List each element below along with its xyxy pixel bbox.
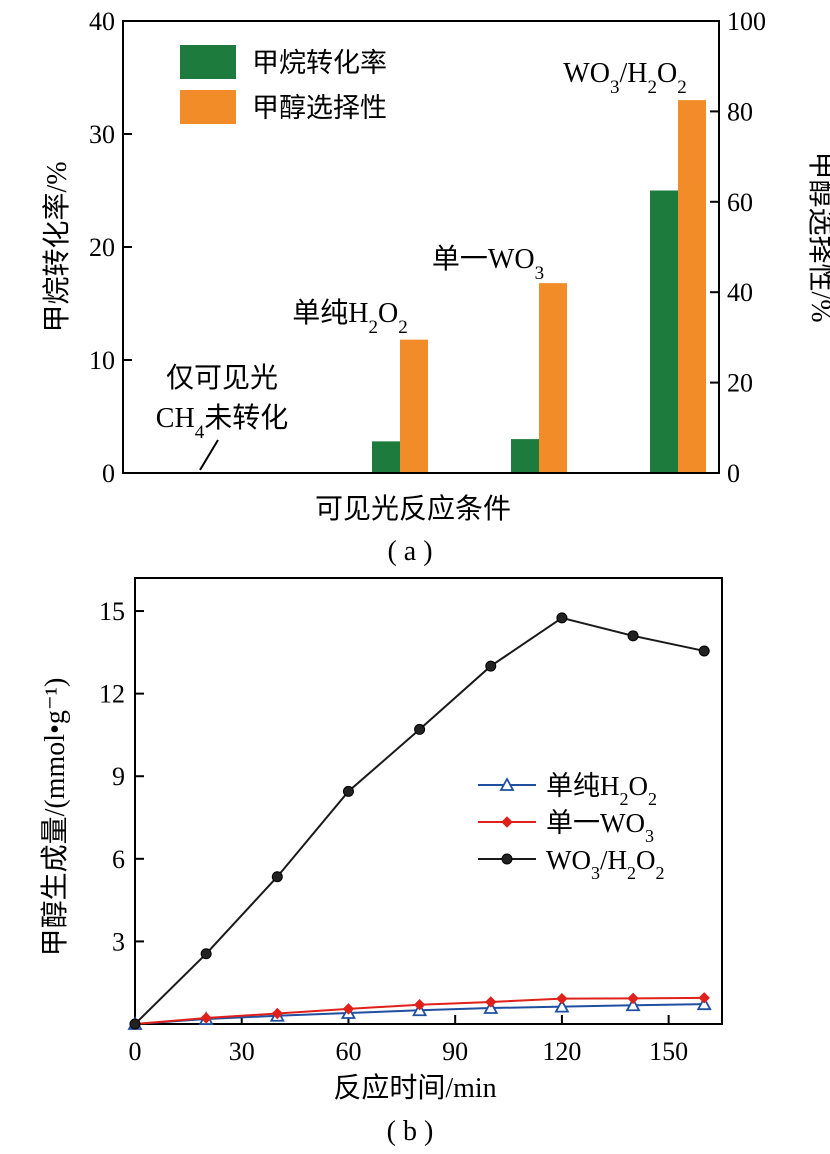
methanol-selectivity-bar bbox=[678, 100, 706, 473]
bar-group-annotation: 仅可见光 bbox=[166, 362, 278, 394]
legend-marker bbox=[501, 816, 513, 828]
left-y-tick-label: 0 bbox=[102, 459, 115, 488]
methane-conversion-bar bbox=[372, 441, 400, 473]
right-y-tick-label: 20 bbox=[727, 369, 753, 398]
y-tick-label: 12 bbox=[99, 680, 125, 709]
data-point bbox=[271, 871, 283, 883]
panel-b-frame bbox=[134, 577, 723, 1025]
legend-marker bbox=[499, 777, 515, 791]
data-point bbox=[556, 612, 568, 624]
data-point bbox=[485, 660, 497, 672]
panel-b-line-chart: 0 30 60 90 120 150 3 6 9 12 15 单纯H2O2单一WO3WO3/H2O2… bbox=[39, 577, 723, 1147]
left-y-tick-label: 10 bbox=[89, 346, 115, 375]
data-point bbox=[627, 630, 639, 642]
legend-label: 甲烷转化率 bbox=[252, 48, 387, 78]
data-point bbox=[414, 723, 426, 735]
data-point bbox=[554, 998, 570, 1013]
right-y-tick-label: 80 bbox=[727, 97, 753, 126]
y-tick-label: 9 bbox=[112, 762, 125, 791]
legend-label: 单一WO3 bbox=[546, 808, 654, 846]
panel-a-label: ( a ) bbox=[387, 536, 432, 567]
left-y-tick-label: 30 bbox=[89, 120, 115, 149]
legend-label: 单纯H2O2 bbox=[546, 771, 657, 809]
right-y-tick-label: 60 bbox=[727, 188, 753, 217]
methanol-selectivity-bar bbox=[539, 283, 567, 473]
panel-b-ticks: 0 30 60 90 120 150 3 6 9 12 15 bbox=[99, 597, 688, 1066]
panel-b-label: ( b ) bbox=[387, 1116, 434, 1147]
y-tick-label: 3 bbox=[112, 927, 125, 956]
data-point bbox=[342, 785, 354, 797]
data-point bbox=[627, 992, 639, 1005]
bar-group-annotation: CH4未转化 bbox=[156, 402, 288, 443]
panel-b-series bbox=[127, 612, 712, 1030]
y-tick-label: 6 bbox=[112, 845, 125, 874]
data-point bbox=[485, 996, 497, 1008]
panel-b-x-axis-title: 反应时间/min bbox=[333, 1072, 496, 1104]
data-point bbox=[200, 1012, 212, 1024]
y-tick-label: 15 bbox=[99, 597, 125, 626]
left-y-tick-label: 40 bbox=[89, 7, 115, 36]
legend-label: 甲醇选择性 bbox=[252, 93, 387, 123]
panel-a-y-axis-title: 甲烷转化率/% bbox=[41, 161, 73, 332]
data-point bbox=[342, 1003, 355, 1015]
x-tick-label: 150 bbox=[649, 1037, 688, 1066]
x-tick-label: 30 bbox=[229, 1037, 255, 1066]
legend-marker bbox=[501, 853, 513, 865]
data-point bbox=[625, 997, 641, 1012]
bar-group-annotation: WO3/H2O2 bbox=[563, 58, 686, 98]
left-y-tick-label: 20 bbox=[89, 233, 115, 262]
methane-conversion-bar bbox=[650, 190, 678, 473]
methanol-selectivity-bar bbox=[400, 339, 428, 473]
x-tick-label: 120 bbox=[542, 1037, 581, 1066]
bar-group-annotation: 单一WO3 bbox=[432, 243, 544, 284]
legend-label: WO3/H2O2 bbox=[546, 845, 664, 883]
panel-a-x-axis-title: 可见光反应条件 bbox=[315, 493, 511, 525]
panel-b-y-axis-title: 甲醇生成量/(mmol•g⁻¹) bbox=[39, 678, 71, 957]
panel-a-bar-chart: 0 10 20 30 40 0 20 40 60 80 100 仅可见光 CH4未转化 单纯H2O2 单一… bbox=[41, 7, 830, 567]
panel-a-annotations: 仅可见光 CH4未转化 单纯H2O2 单一WO3 WO3/H2O2 bbox=[156, 58, 687, 443]
legend-swatch bbox=[180, 90, 236, 124]
data-point bbox=[698, 992, 710, 1004]
data-point bbox=[200, 948, 212, 960]
data-point bbox=[556, 992, 568, 1005]
annotation-leader-line bbox=[199, 439, 219, 471]
methane-conversion-bar bbox=[511, 439, 539, 473]
bar-group-annotation: 单纯H2O2 bbox=[292, 297, 407, 338]
right-y-tick-label: 0 bbox=[727, 459, 740, 488]
panel-a-bars bbox=[372, 100, 706, 473]
panel-a-ticks: 0 10 20 30 40 0 20 40 60 80 100 bbox=[89, 7, 766, 488]
data-point bbox=[413, 999, 426, 1011]
right-y-tick-label: 40 bbox=[727, 278, 753, 307]
data-point bbox=[696, 996, 712, 1011]
x-tick-label: 90 bbox=[442, 1037, 468, 1066]
data-point bbox=[698, 645, 710, 657]
x-tick-label: 60 bbox=[335, 1037, 361, 1066]
x-tick-label: 0 bbox=[129, 1037, 142, 1066]
data-point bbox=[129, 1018, 141, 1030]
data-point bbox=[271, 1007, 284, 1020]
legend-swatch bbox=[180, 45, 236, 79]
panel-a-y2-axis-title: 甲醇选择性/% bbox=[805, 151, 830, 322]
right-y-tick-label: 100 bbox=[727, 7, 766, 36]
